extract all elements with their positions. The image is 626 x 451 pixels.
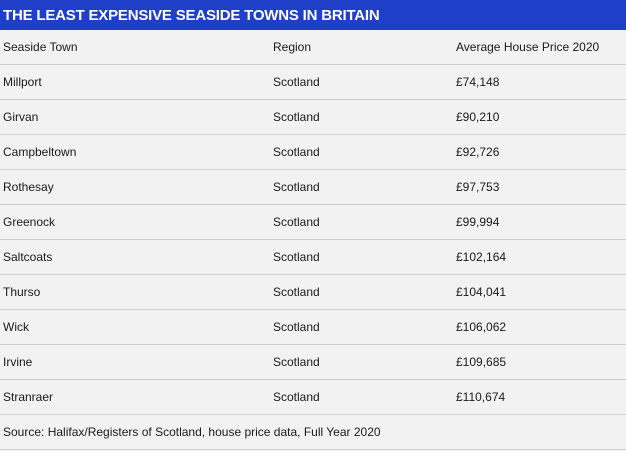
- table-row: Campbeltown Scotland £92,726: [0, 135, 626, 170]
- table-title-bar: THE LEAST EXPENSIVE SEASIDE TOWNS IN BRI…: [0, 0, 626, 30]
- cell-price: £90,210: [456, 110, 500, 124]
- cell-price: £97,753: [456, 180, 500, 194]
- table-row: Greenock Scotland £99,994: [0, 205, 626, 240]
- cell-region: Scotland: [273, 180, 320, 194]
- table-header-row: Seaside Town Region Average House Price …: [0, 30, 626, 65]
- cell-town: Irvine: [3, 355, 33, 369]
- cell-region: Scotland: [273, 145, 320, 159]
- table-row: Wick Scotland £106,062: [0, 310, 626, 345]
- cell-price: £106,062: [456, 320, 507, 334]
- cell-price: £74,148: [456, 75, 500, 89]
- source-note: Source: Halifax/Registers of Scotland, h…: [0, 415, 626, 450]
- cell-region: Scotland: [273, 75, 320, 89]
- cell-price: £102,164: [456, 250, 507, 264]
- cell-region: Scotland: [273, 390, 320, 404]
- cell-town: Rothesay: [3, 180, 54, 194]
- cell-town: Stranraer: [3, 390, 54, 404]
- cell-region: Scotland: [273, 215, 320, 229]
- cell-price: £99,994: [456, 215, 500, 229]
- cell-region: Scotland: [273, 285, 320, 299]
- cell-price: £104,041: [456, 285, 507, 299]
- data-table: Seaside Town Region Average House Price …: [0, 30, 626, 450]
- cell-town: Wick: [3, 320, 29, 334]
- cell-town: Campbeltown: [3, 145, 77, 159]
- cell-region: Scotland: [273, 250, 320, 264]
- cell-price: £92,726: [456, 145, 500, 159]
- header-seaside-town: Seaside Town: [3, 40, 78, 54]
- cell-price: £110,674: [456, 390, 506, 404]
- cell-town: Saltcoats: [3, 250, 53, 264]
- table-row: Thurso Scotland £104,041: [0, 275, 626, 310]
- cell-town: Girvan: [3, 110, 39, 124]
- table-title: THE LEAST EXPENSIVE SEASIDE TOWNS IN BRI…: [3, 6, 380, 24]
- header-region: Region: [273, 40, 312, 54]
- header-average-house-price: Average House Price 2020: [456, 40, 600, 54]
- cell-region: Scotland: [273, 110, 320, 124]
- cell-region: Scotland: [273, 355, 320, 369]
- table-row: Saltcoats Scotland £102,164: [0, 240, 626, 275]
- cell-region: Scotland: [273, 320, 320, 334]
- table-row: Girvan Scotland £90,210: [0, 100, 626, 135]
- cell-price: £109,685: [456, 355, 507, 369]
- table-row: Rothesay Scotland £97,753: [0, 170, 626, 205]
- table-row: Stranraer Scotland £110,674: [0, 380, 626, 415]
- table-row: Irvine Scotland £109,685: [0, 345, 626, 380]
- cell-town: Greenock: [3, 215, 56, 229]
- cell-town: Millport: [3, 75, 42, 89]
- table-row: Millport Scotland £74,148: [0, 65, 626, 100]
- cell-town: Thurso: [3, 285, 41, 299]
